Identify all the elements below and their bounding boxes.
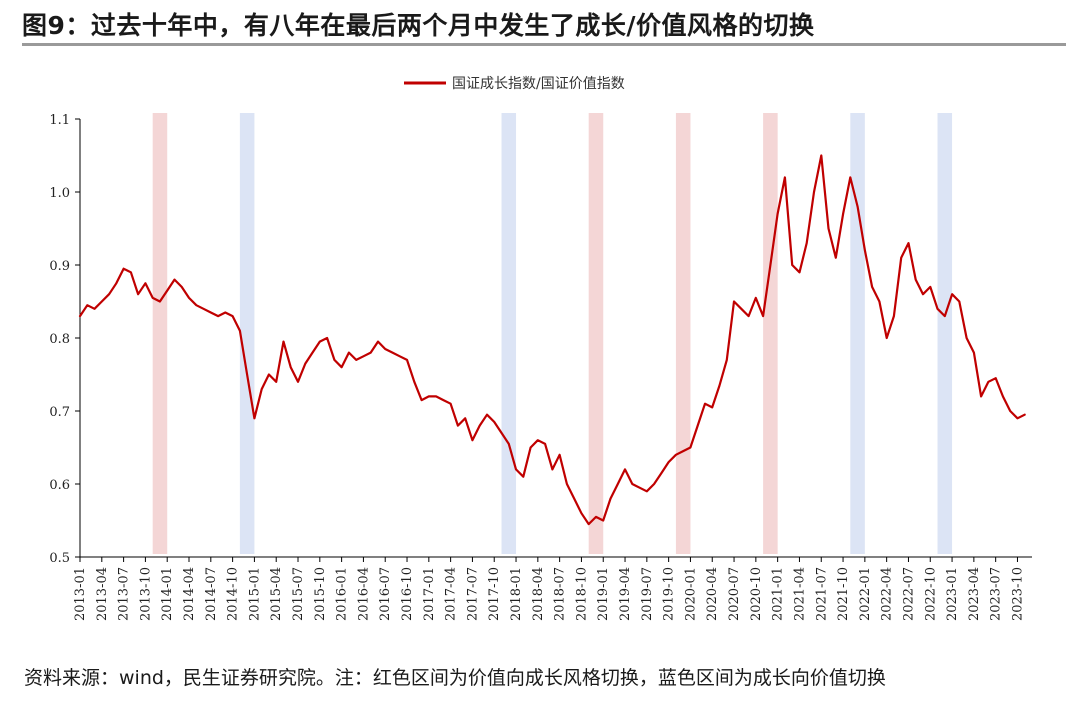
x-tick-label: 2019-01 xyxy=(596,567,611,621)
legend: 国证成长指数/国证价值指数 xyxy=(404,76,625,92)
blue-switch-band xyxy=(937,113,953,554)
y-tick-label: 0.8 xyxy=(49,332,70,347)
x-tick-label: 2017-10 xyxy=(487,567,502,621)
x-tick-label: 2021-04 xyxy=(792,567,807,621)
switch-bands xyxy=(152,113,953,554)
x-tick-label: 2023-04 xyxy=(967,567,982,621)
x-tick-label: 2016-01 xyxy=(335,567,350,621)
x-tick-label: 2015-04 xyxy=(269,567,284,621)
title-divider xyxy=(22,43,1066,46)
x-tick-label: 2022-04 xyxy=(880,567,895,621)
x-tick-label: 2014-04 xyxy=(182,567,197,621)
x-tick-label: 2021-01 xyxy=(771,567,786,621)
x-tick-label: 2022-07 xyxy=(901,567,916,621)
y-tick-label: 1.1 xyxy=(49,113,70,128)
y-tick-label: 0.6 xyxy=(49,478,70,493)
y-tick-label: 1.0 xyxy=(49,186,70,201)
x-tick-label: 2021-10 xyxy=(836,567,851,621)
y-tick-label: 0.7 xyxy=(49,405,70,420)
series-line xyxy=(78,154,1026,526)
page-title: 图9：过去十年中，有八年在最后两个月中发生了成长/价值风格的切换 xyxy=(22,11,815,40)
x-tick-label: 2014-07 xyxy=(204,567,219,621)
x-tick-label: 2023-07 xyxy=(989,567,1004,621)
x-tick-label: 2013-07 xyxy=(117,567,132,621)
blue-switch-band xyxy=(501,113,517,554)
x-tick-label: 2020-01 xyxy=(683,567,698,621)
chart-axes: 0.5 0.6 0.7 0.8 0.9 1.0 1.1 2013-01 2013-04 2013-… xyxy=(49,113,1032,621)
y-tick-label: 0.9 xyxy=(49,259,70,274)
x-tick-label: 2013-10 xyxy=(138,567,153,621)
source-note: 资料来源：wind，民生证券研究院。注：红色区间为价值向成长风格切换，蓝色区间为… xyxy=(24,667,886,689)
x-tick-label: 2017-01 xyxy=(422,567,437,621)
legend-label: 国证成长指数/国证价值指数 xyxy=(452,76,625,92)
x-tick-label: 2023-10 xyxy=(1010,567,1025,621)
red-switch-band xyxy=(152,113,168,554)
x-tick-label: 2018-04 xyxy=(531,567,546,621)
x-tick-label: 2020-10 xyxy=(749,567,764,621)
x-tick-label: 2018-10 xyxy=(574,567,589,621)
x-tick-label: 2017-07 xyxy=(465,567,480,621)
ratio-line-chart: 0.5 0.6 0.7 0.8 0.9 1.0 1.1 2013-01 2013-04 2013-… xyxy=(49,76,1032,621)
x-tick-label: 2014-01 xyxy=(160,567,175,621)
x-tick-label: 2019-04 xyxy=(618,567,633,621)
x-tick-label: 2021-07 xyxy=(814,567,829,621)
series-layer xyxy=(78,154,1026,526)
x-tick-label: 2020-04 xyxy=(705,567,720,621)
x-tick-label: 2015-01 xyxy=(247,567,262,621)
x-tick-label: 2018-01 xyxy=(509,567,524,621)
y-tick-label: 0.5 xyxy=(49,551,70,566)
x-tick-label: 2019-07 xyxy=(640,567,655,621)
x-tick-label: 2013-01 xyxy=(73,567,88,621)
x-tick-label: 2022-01 xyxy=(858,567,873,621)
red-switch-band xyxy=(675,113,691,554)
x-tick-label: 2014-10 xyxy=(226,567,241,621)
x-tick-label: 2017-04 xyxy=(444,567,459,621)
red-switch-band xyxy=(763,113,778,554)
red-switch-band xyxy=(588,113,604,554)
blue-switch-band xyxy=(850,113,865,554)
x-tick-label: 2013-04 xyxy=(95,567,110,621)
x-tick-label: 2022-10 xyxy=(923,567,938,621)
x-tick-label: 2019-10 xyxy=(662,567,677,621)
x-tick-label: 2016-04 xyxy=(356,567,371,621)
x-tick-label: 2016-10 xyxy=(400,567,415,621)
x-tick-label: 2018-07 xyxy=(553,567,568,621)
x-tick-label: 2015-07 xyxy=(291,567,306,621)
blue-switch-band xyxy=(239,113,255,554)
x-tick-label: 2020-07 xyxy=(727,567,742,621)
x-tick-label: 2015-10 xyxy=(313,567,328,621)
x-tick-label: 2016-07 xyxy=(378,567,393,621)
x-tick-label: 2023-01 xyxy=(945,567,960,621)
